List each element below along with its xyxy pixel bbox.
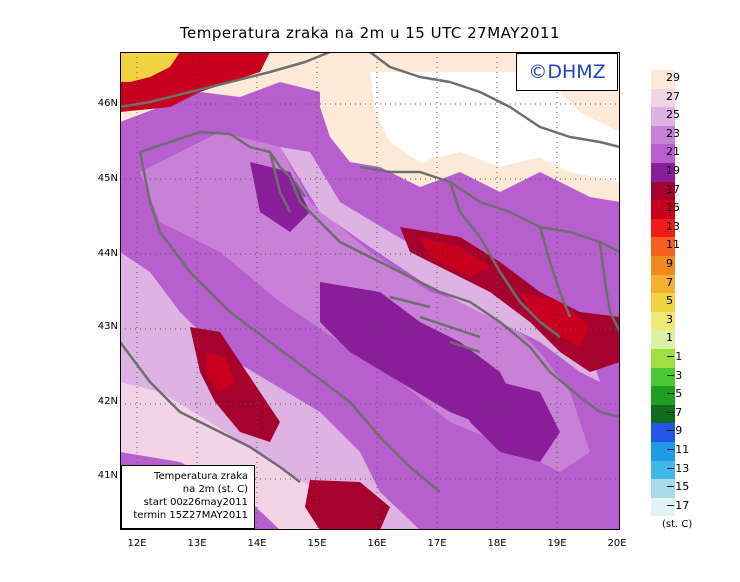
legend-level-label: 1 — [666, 331, 673, 345]
info-box: Temperatura zraka na 2m (st. C) start 00… — [121, 465, 255, 529]
legend-swatch — [651, 479, 675, 498]
legend-swatch — [651, 200, 675, 219]
temperature-field — [120, 52, 620, 530]
legend-swatch — [651, 163, 675, 182]
lon-label: 17E — [427, 538, 447, 549]
legend-level-label: 23 — [666, 126, 680, 140]
lat-label: 45N — [97, 173, 118, 184]
legend-level-label: −9 — [666, 424, 683, 438]
legend-level-label: 29 — [666, 71, 680, 84]
info-line-3: start 00z26may2011 — [143, 497, 248, 508]
legend-swatch — [651, 293, 675, 312]
legend-level-label: 25 — [666, 108, 680, 122]
info-line-4: termin 15Z27MAY2011 — [133, 510, 248, 521]
lon-label: 16E — [367, 538, 387, 549]
legend-level-label: 13 — [666, 219, 680, 233]
legend-level-label: −17 — [666, 498, 690, 512]
lon-label: 15E — [307, 538, 327, 549]
legend-level-label: 19 — [666, 164, 680, 177]
grid-lines — [120, 52, 620, 530]
legend-swatch — [651, 404, 675, 424]
legend-level-label: 27 — [666, 89, 680, 103]
lon-label: 18E — [487, 538, 507, 549]
south-adriatic-deep-area — [460, 372, 560, 462]
pannonia-white-area — [370, 72, 620, 182]
legend-level-label: −7 — [666, 405, 683, 419]
lon-label: 14E — [247, 538, 267, 549]
lon-label: 19E — [547, 538, 567, 549]
legend-swatch — [651, 330, 675, 349]
legend-swatch — [651, 107, 675, 126]
legend-level-label: 3 — [666, 312, 673, 326]
legend-swatch — [651, 386, 675, 405]
legend-swatch — [651, 237, 675, 256]
lon-label: 13E — [187, 538, 207, 549]
legend-swatch — [651, 311, 675, 331]
lat-label: 41N — [97, 470, 118, 481]
legend-swatch — [651, 218, 675, 238]
legend-level-label: 21 — [666, 145, 680, 159]
map-title: Temperatura zraka na 2m u 15 UTC 27MAY20… — [179, 24, 561, 42]
legend-level-label: −15 — [666, 480, 690, 494]
dhmz-logo: ©DHMZ — [516, 53, 618, 91]
legend-level-label: −11 — [666, 443, 690, 456]
legend-swatch — [651, 367, 675, 387]
legend-swatch — [651, 442, 675, 461]
lat-label: 46N — [97, 98, 118, 109]
legend-swatch — [651, 181, 675, 201]
legend-swatch — [651, 423, 675, 442]
legend-level-label: 17 — [666, 182, 680, 196]
legend-level-label: 5 — [666, 294, 673, 308]
legend-swatch — [651, 88, 675, 108]
info-line-2: na 2m (st. C) — [182, 484, 248, 495]
lat-label: 43N — [97, 321, 118, 332]
legend-level-label: −1 — [666, 350, 683, 363]
info-line-1: Temperatura zraka — [154, 471, 248, 482]
legend-level-label: −13 — [666, 461, 690, 475]
lon-label: 20E — [607, 538, 627, 549]
south-hot-spot — [305, 480, 390, 530]
legend-swatch — [651, 274, 675, 294]
legend-swatch — [651, 460, 675, 480]
legend-level-label: −5 — [666, 387, 683, 401]
legend-swatch — [651, 125, 675, 145]
legend-unit: (st. C) — [662, 519, 693, 530]
temperature-map — [120, 52, 620, 530]
lat-label: 44N — [97, 248, 118, 259]
italy-core-area — [205, 352, 235, 392]
coastlines — [120, 52, 620, 493]
legend-swatch — [651, 497, 675, 517]
legend-level-label: 11 — [666, 238, 680, 252]
legend-level-label: 7 — [666, 275, 673, 289]
legend-swatch — [651, 144, 675, 163]
legend-swatch — [651, 349, 675, 368]
lat-label: 42N — [97, 396, 118, 407]
legend-level-label: −3 — [666, 368, 683, 382]
lon-label: 12E — [127, 538, 147, 549]
legend-level-label: 15 — [666, 201, 680, 215]
montenegro-core-area — [520, 292, 590, 347]
legend-swatch — [651, 70, 675, 89]
legend-level-label: 9 — [666, 257, 673, 270]
legend-swatch — [651, 256, 675, 275]
alps-core-area — [120, 52, 180, 82]
